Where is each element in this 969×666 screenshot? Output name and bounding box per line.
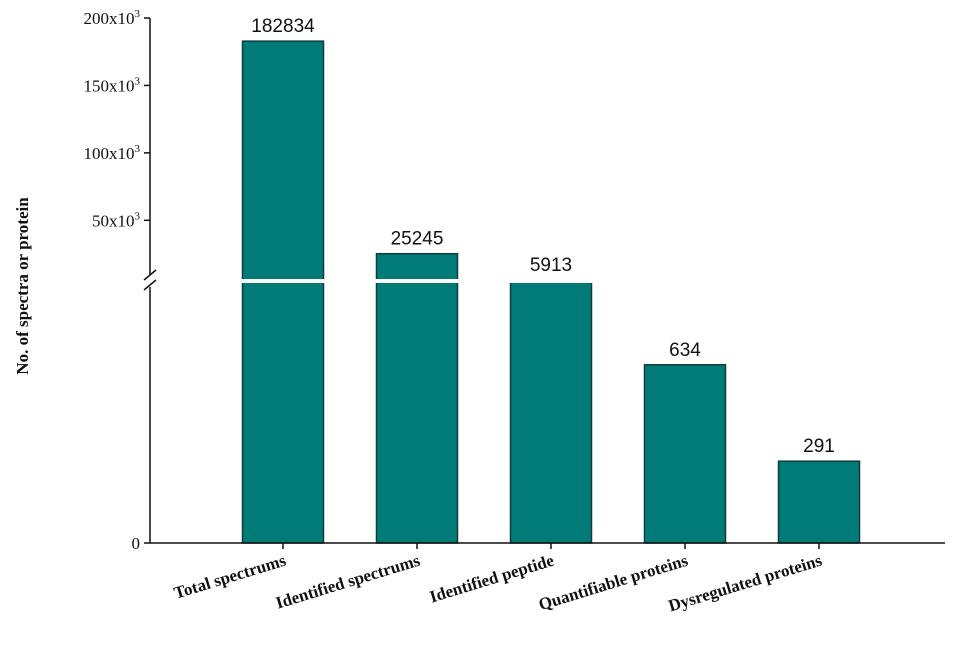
bar-value-label: 291 (803, 436, 835, 457)
bar-break-gap (509, 279, 593, 283)
axis-break-mark (143, 269, 157, 281)
category-label: Dysregulated proteins (666, 551, 824, 616)
bar-value-label: 634 (669, 340, 701, 361)
y-tick-label: 0 (132, 534, 141, 553)
bar-break-gap (241, 279, 325, 283)
category-label: Total spectrums (172, 551, 289, 603)
bars-group (241, 40, 861, 544)
bar (509, 279, 593, 544)
bar-value-label: 182834 (251, 16, 315, 37)
value-labels-group: 182834 25245 5913 634 291 (251, 16, 835, 457)
y-ticks-group: 0 50x103 100x103 150x103 200x103 (84, 8, 150, 553)
axis-break-mark (143, 279, 157, 291)
axis-break-lines (241, 279, 593, 283)
bar (643, 364, 727, 544)
bar-break-gap (375, 279, 459, 283)
bar-value-label: 25245 (391, 229, 444, 250)
y-tick-label: 50x103 (92, 210, 141, 230)
bar (375, 252, 459, 544)
bar (777, 460, 861, 544)
y-axis-title: No. of spectra or protein (13, 197, 32, 375)
y-tick-label: 150x103 (84, 75, 141, 95)
bar-value-label: 5913 (530, 255, 572, 276)
bar (241, 40, 325, 544)
y-tick-label: 200x103 (84, 8, 141, 28)
category-label: Identified spectrums (273, 551, 422, 613)
y-tick-label: 100x103 (84, 143, 141, 163)
